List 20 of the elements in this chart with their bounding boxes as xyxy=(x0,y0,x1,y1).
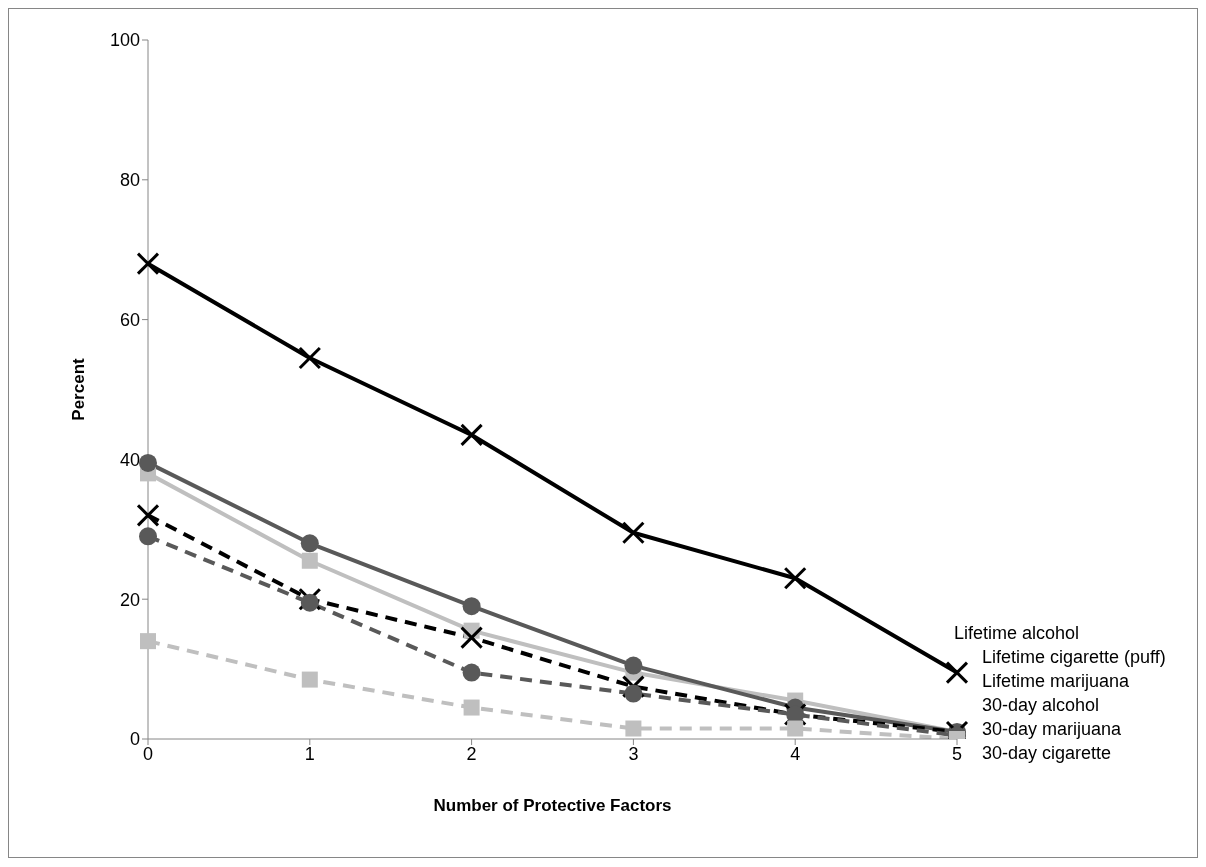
series-label: 30-day marijuana xyxy=(982,718,1123,739)
text: Lifetime marijuana xyxy=(982,670,1131,691)
y-tick-label: 80 xyxy=(119,170,140,191)
y-tick-label: 20 xyxy=(119,589,140,610)
y-tick-label: 100 xyxy=(109,30,140,51)
x-tick-label: 4 xyxy=(790,743,801,764)
y-tick-label: 60 xyxy=(119,309,140,330)
y-tick-label: 40 xyxy=(119,449,140,470)
series-label: Lifetime alcohol xyxy=(954,622,1080,643)
x-tick-label: 5 xyxy=(951,743,963,764)
series-label: 30-day cigarette xyxy=(982,742,1112,763)
text: Lifetime cigarette (puff) xyxy=(982,646,1166,667)
x-tick-label: 1 xyxy=(304,743,315,764)
series-label: 30-day alcohol xyxy=(982,694,1100,715)
x-axis-title: Number of Protective Factors xyxy=(433,796,672,815)
x-tick-label: 3 xyxy=(628,743,639,764)
x-tick-label: 0 xyxy=(142,743,154,764)
y-axis-title: Percent xyxy=(69,357,89,421)
y-tick-label: 0 xyxy=(129,729,140,750)
x-tick-label: 2 xyxy=(466,743,477,764)
